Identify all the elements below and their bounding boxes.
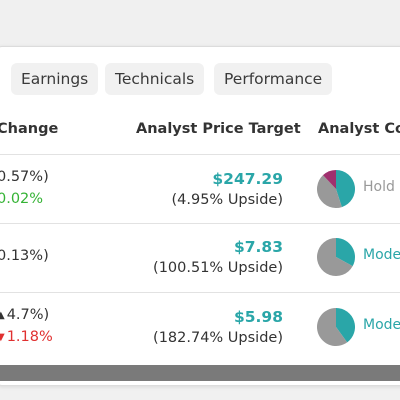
- target-price[interactable]: $5.98: [233, 308, 283, 326]
- price-target: $7.83 (100.51% Upside): [153, 237, 283, 279]
- header-divider: [0, 154, 400, 155]
- change-percent: 0.02%: [0, 191, 44, 207]
- tab-earnings[interactable]: Earnings: [11, 63, 99, 95]
- pie-slice-teal: [336, 238, 355, 267]
- change-value: 0.57%): [0, 169, 49, 185]
- down-arrow-icon: ▼: [0, 332, 5, 343]
- pie-slice-gray: [317, 175, 342, 208]
- screener-table-card: Earnings Technicals Performance Change A…: [0, 46, 400, 386]
- target-price[interactable]: $247.29: [212, 170, 283, 188]
- pie-slice-teal: [336, 308, 355, 343]
- table-row[interactable]: 0.13%) $7.83 (100.51% Upside) Mode: [0, 224, 400, 292]
- column-header-analyst-price-target[interactable]: Analyst Price Target: [136, 121, 301, 137]
- consensus-label[interactable]: Hold: [363, 179, 395, 195]
- change-value: ▲4.7%): [0, 307, 49, 323]
- target-upside: (4.95% Upside): [171, 192, 283, 208]
- pie-slice-gray: [317, 238, 353, 276]
- row-divider: [0, 292, 400, 293]
- tab-technicals[interactable]: Technicals: [105, 63, 205, 95]
- target-upside: (100.51% Upside): [153, 260, 283, 276]
- target-price[interactable]: $7.83: [233, 238, 283, 256]
- table-row[interactable]: 0.57%) 0.02% $247.29 (4.95% Upside) Hold: [0, 155, 400, 223]
- row-divider: [0, 223, 400, 224]
- pie-slice-teal: [336, 170, 355, 208]
- change-value-text: 4.7%): [6, 307, 50, 323]
- price-target: $5.98 (182.74% Upside): [153, 307, 283, 349]
- up-arrow-icon: ▲: [0, 310, 5, 321]
- horizontal-scrollbar[interactable]: [0, 365, 400, 381]
- change-percent-text: 1.18%: [6, 329, 53, 345]
- table-row[interactable]: ▲4.7%) ▼1.18% $5.98 (182.74% Upside) Mod…: [0, 293, 400, 361]
- change-value: 0.13%): [0, 248, 49, 264]
- price-target: $247.29 (4.95% Upside): [171, 169, 283, 211]
- pie-slice-magenta: [322, 170, 336, 189]
- consensus-pie-chart: [317, 308, 355, 346]
- column-header-analyst-consensus[interactable]: Analyst Co: [318, 121, 400, 137]
- pie-slice-gray: [317, 308, 348, 346]
- target-upside: (182.74% Upside): [153, 330, 283, 346]
- consensus-pie-chart: [317, 238, 355, 276]
- column-header-change[interactable]: Change: [0, 121, 59, 137]
- consensus-label[interactable]: Mode: [363, 247, 400, 263]
- tab-bar: Earnings Technicals Performance: [0, 63, 400, 95]
- consensus-label[interactable]: Mode: [363, 317, 400, 333]
- consensus-pie-chart: [317, 170, 355, 208]
- tab-performance[interactable]: Performance: [214, 63, 333, 95]
- change-percent: ▼1.18%: [0, 329, 53, 345]
